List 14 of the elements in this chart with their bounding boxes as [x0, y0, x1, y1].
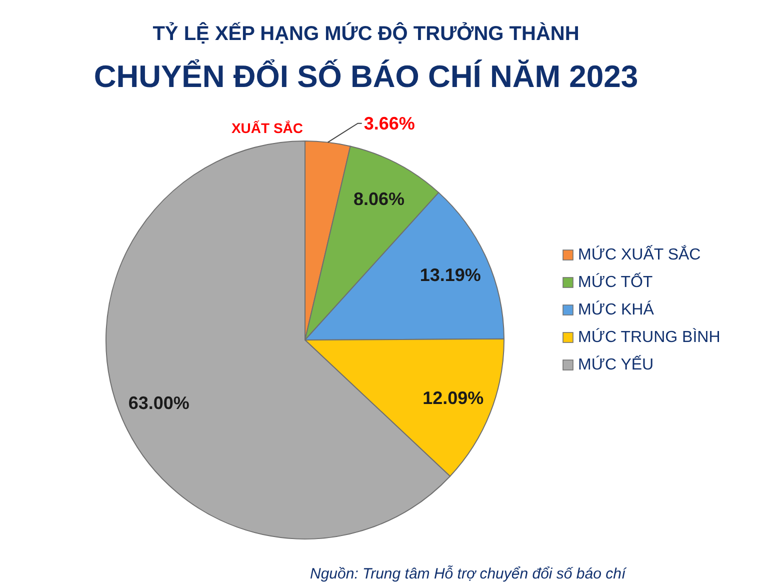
data-label: 13.19%	[420, 265, 481, 286]
legend-label: MỨC TRUNG BÌNH	[578, 328, 720, 346]
legend-label: MỨC KHÁ	[578, 300, 654, 318]
text: Nguồn: Trung tâm Hỗ trợ chuyển đổi số báo chí	[310, 566, 628, 582]
legend-label: MỨC TỐT	[578, 272, 653, 291]
legend-label: MỨC XUẤT SẮC	[578, 244, 701, 264]
data-label: 8.06%	[353, 189, 404, 210]
data-label: 12.09%	[422, 388, 484, 408]
data-label: 63.00%	[128, 393, 190, 414]
data-label: 3.66%	[364, 113, 415, 134]
chart-subtitle: CHUYỂN ĐỔI SỐ BÁO CHÍ NĂM 2023	[94, 59, 638, 94]
text: XUẤT SẮC	[231, 120, 303, 136]
chart-title: TỶ LỆ XẾP HẠNG MỨC ĐỘ TRƯỞNG THÀNH	[152, 22, 580, 45]
legend-label: MỨC YẾU	[578, 354, 654, 374]
